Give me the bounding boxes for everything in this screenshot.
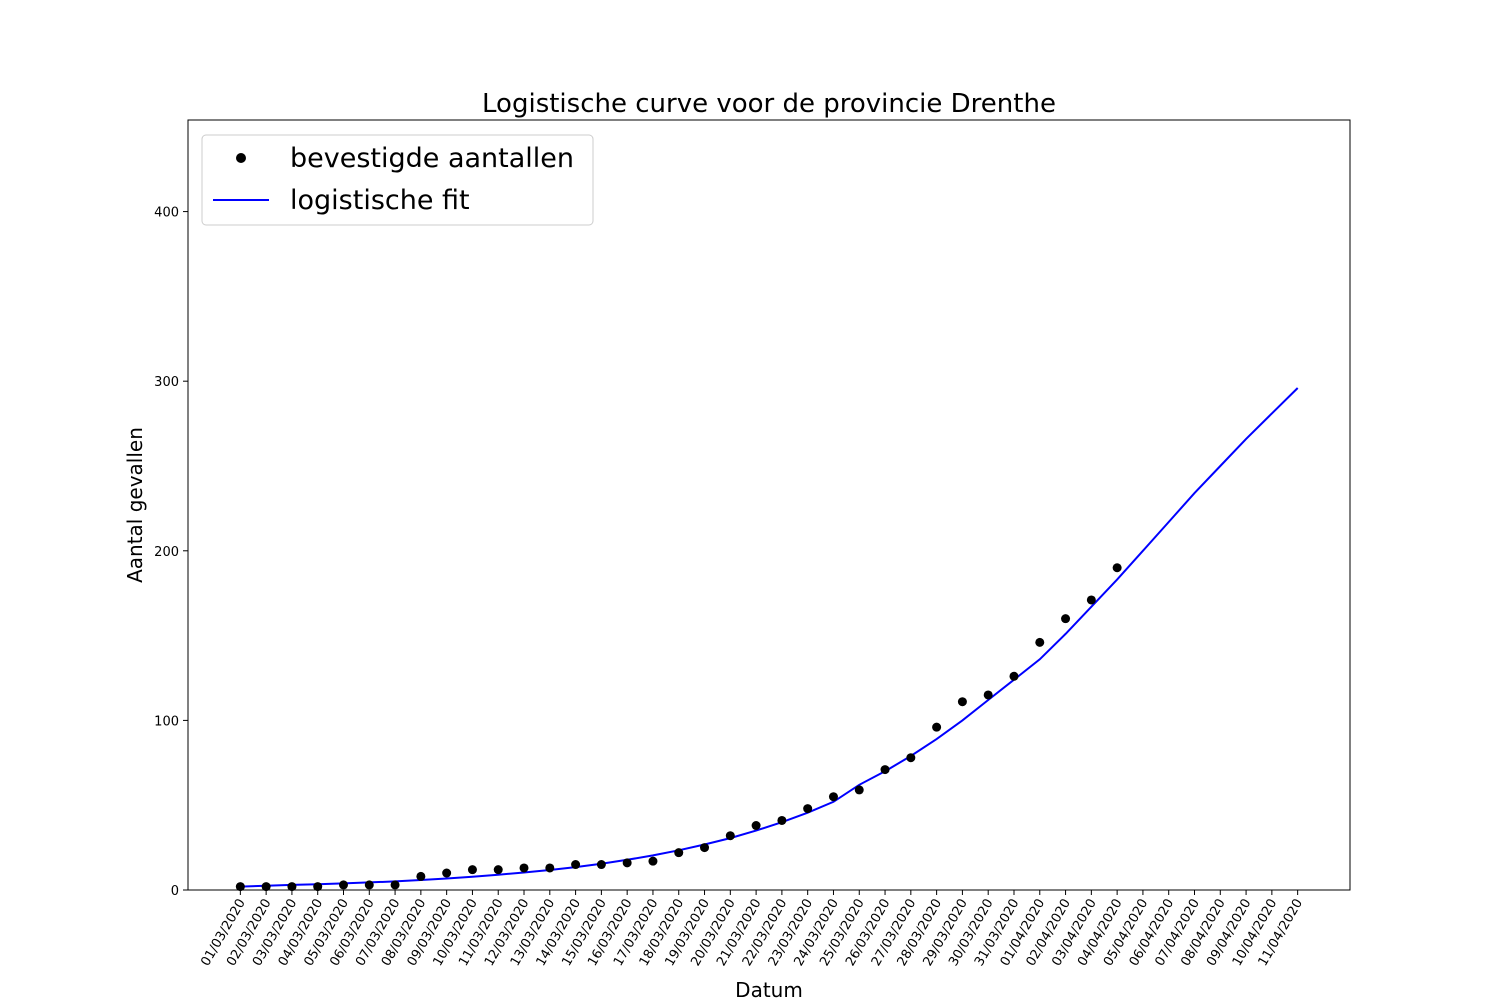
x-axis-label: Datum — [735, 978, 803, 1000]
data-point — [957, 697, 967, 707]
plot-frame — [187, 119, 1351, 891]
data-point — [1086, 595, 1096, 605]
data-point — [648, 856, 658, 866]
data-point — [261, 882, 271, 892]
data-point — [803, 804, 813, 814]
data-point — [751, 821, 761, 831]
data-point — [596, 860, 606, 870]
data-point — [1061, 614, 1071, 624]
data-point — [880, 765, 890, 775]
data-point — [906, 753, 916, 763]
data-point — [725, 831, 735, 841]
data-point — [700, 843, 710, 853]
data-point — [983, 690, 993, 700]
data-point — [1035, 637, 1045, 647]
data-point — [416, 871, 426, 881]
fit-line — [240, 387, 1299, 888]
data-point — [235, 882, 245, 892]
legend: bevestigde aantallen logistische fit — [201, 134, 594, 226]
data-point — [1009, 671, 1019, 681]
legend-label: bevestigde aantallen — [290, 143, 574, 174]
y-tick-label: 100 — [154, 714, 179, 729]
data-point — [390, 880, 400, 890]
data-point — [364, 880, 374, 890]
chart-title: Logistische curve voor de provincie Dren… — [482, 89, 1056, 119]
data-point — [622, 858, 632, 868]
data-point — [545, 863, 555, 873]
y-axis-label: Aantal gevallen — [123, 427, 147, 583]
data-point — [828, 792, 838, 802]
y-tick-label: 0 — [171, 884, 179, 899]
data-point — [519, 863, 529, 873]
data-point — [854, 785, 864, 795]
data-point — [932, 722, 942, 732]
y-tick-label: 200 — [154, 545, 179, 560]
data-point — [287, 882, 297, 892]
legend-box — [201, 134, 594, 226]
y-tick-label: 300 — [154, 375, 179, 390]
data-point — [1112, 563, 1122, 573]
data-point — [442, 868, 452, 878]
legend-label: logistische fit — [290, 185, 470, 216]
legend-marker — [236, 153, 246, 163]
y-tick-label: 400 — [154, 206, 179, 221]
data-point — [467, 865, 477, 875]
data-point — [777, 815, 787, 825]
data-point — [674, 848, 684, 858]
data-point — [493, 865, 503, 875]
data-point — [313, 882, 323, 892]
data-point — [571, 860, 581, 870]
data-point — [339, 880, 349, 890]
